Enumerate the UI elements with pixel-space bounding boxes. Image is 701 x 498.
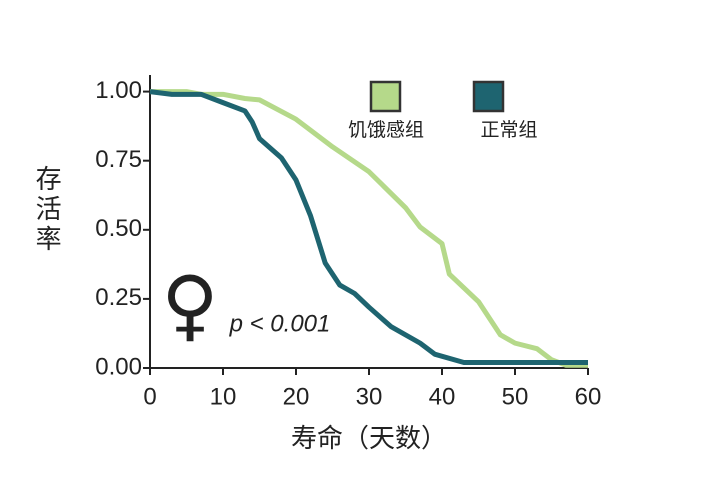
y-tick-label: 0.25: [95, 284, 142, 311]
y-tick-label: 0.50: [95, 215, 142, 242]
y-axis-label: 存活率: [32, 165, 62, 255]
survival-line: [150, 89, 588, 368]
x-tick-label: 0: [143, 383, 156, 410]
x-tick-label: 60: [575, 383, 602, 410]
legend-label: 饥饿感组: [348, 119, 424, 141]
y-tick-label: 0.75: [95, 146, 142, 173]
x-tick-label: 50: [502, 383, 529, 410]
x-axis-label: 寿命（天数）: [291, 423, 447, 453]
x-tick-label: 40: [429, 383, 456, 410]
survival-line: [149, 89, 588, 365]
y-tick-label: 1.00: [95, 77, 142, 104]
p-value: p < 0.001: [229, 310, 331, 337]
x-tick-label: 20: [283, 383, 310, 410]
female-symbol: ♀: [161, 260, 218, 350]
legend-label: 正常组: [480, 119, 537, 141]
y-tick-label: 0.00: [95, 353, 142, 380]
legend-swatch: [472, 80, 505, 113]
legend-swatch: [369, 80, 402, 113]
x-tick-label: 10: [210, 383, 237, 410]
x-tick-label: 30: [356, 383, 383, 410]
